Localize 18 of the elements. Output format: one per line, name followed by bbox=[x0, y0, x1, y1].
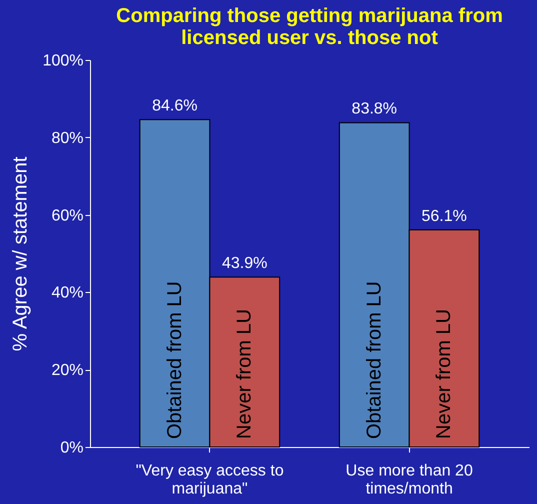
data-label: 56.1% bbox=[422, 208, 467, 225]
y-tick-label: 20% bbox=[51, 362, 84, 380]
text: Obtained from LU bbox=[363, 281, 386, 439]
y-tick-label: 0% bbox=[60, 440, 84, 456]
chart-title: Comparing those getting marijuana from licensed user vs. those not bbox=[116, 5, 503, 49]
x-tick-label: "Very easy access to marijuana" bbox=[136, 462, 284, 498]
y-tick-label: 100% bbox=[42, 52, 84, 70]
data-label: 43.9% bbox=[222, 255, 268, 272]
y-tick-label: 60% bbox=[51, 207, 84, 224]
x-tick-label: Use more than 20 times/month bbox=[346, 462, 473, 498]
series-label: Never from LU bbox=[234, 308, 256, 439]
y-axis-title: % Agree w/ statement bbox=[10, 156, 32, 352]
data-label: 83.8% bbox=[352, 100, 398, 118]
y-tick-label: 40% bbox=[51, 284, 84, 302]
series-label: Obtained from LU bbox=[164, 281, 186, 439]
text: Never from LU bbox=[433, 308, 456, 439]
y-tick-label: 80% bbox=[51, 130, 84, 147]
data-label: 84.6% bbox=[152, 98, 198, 115]
